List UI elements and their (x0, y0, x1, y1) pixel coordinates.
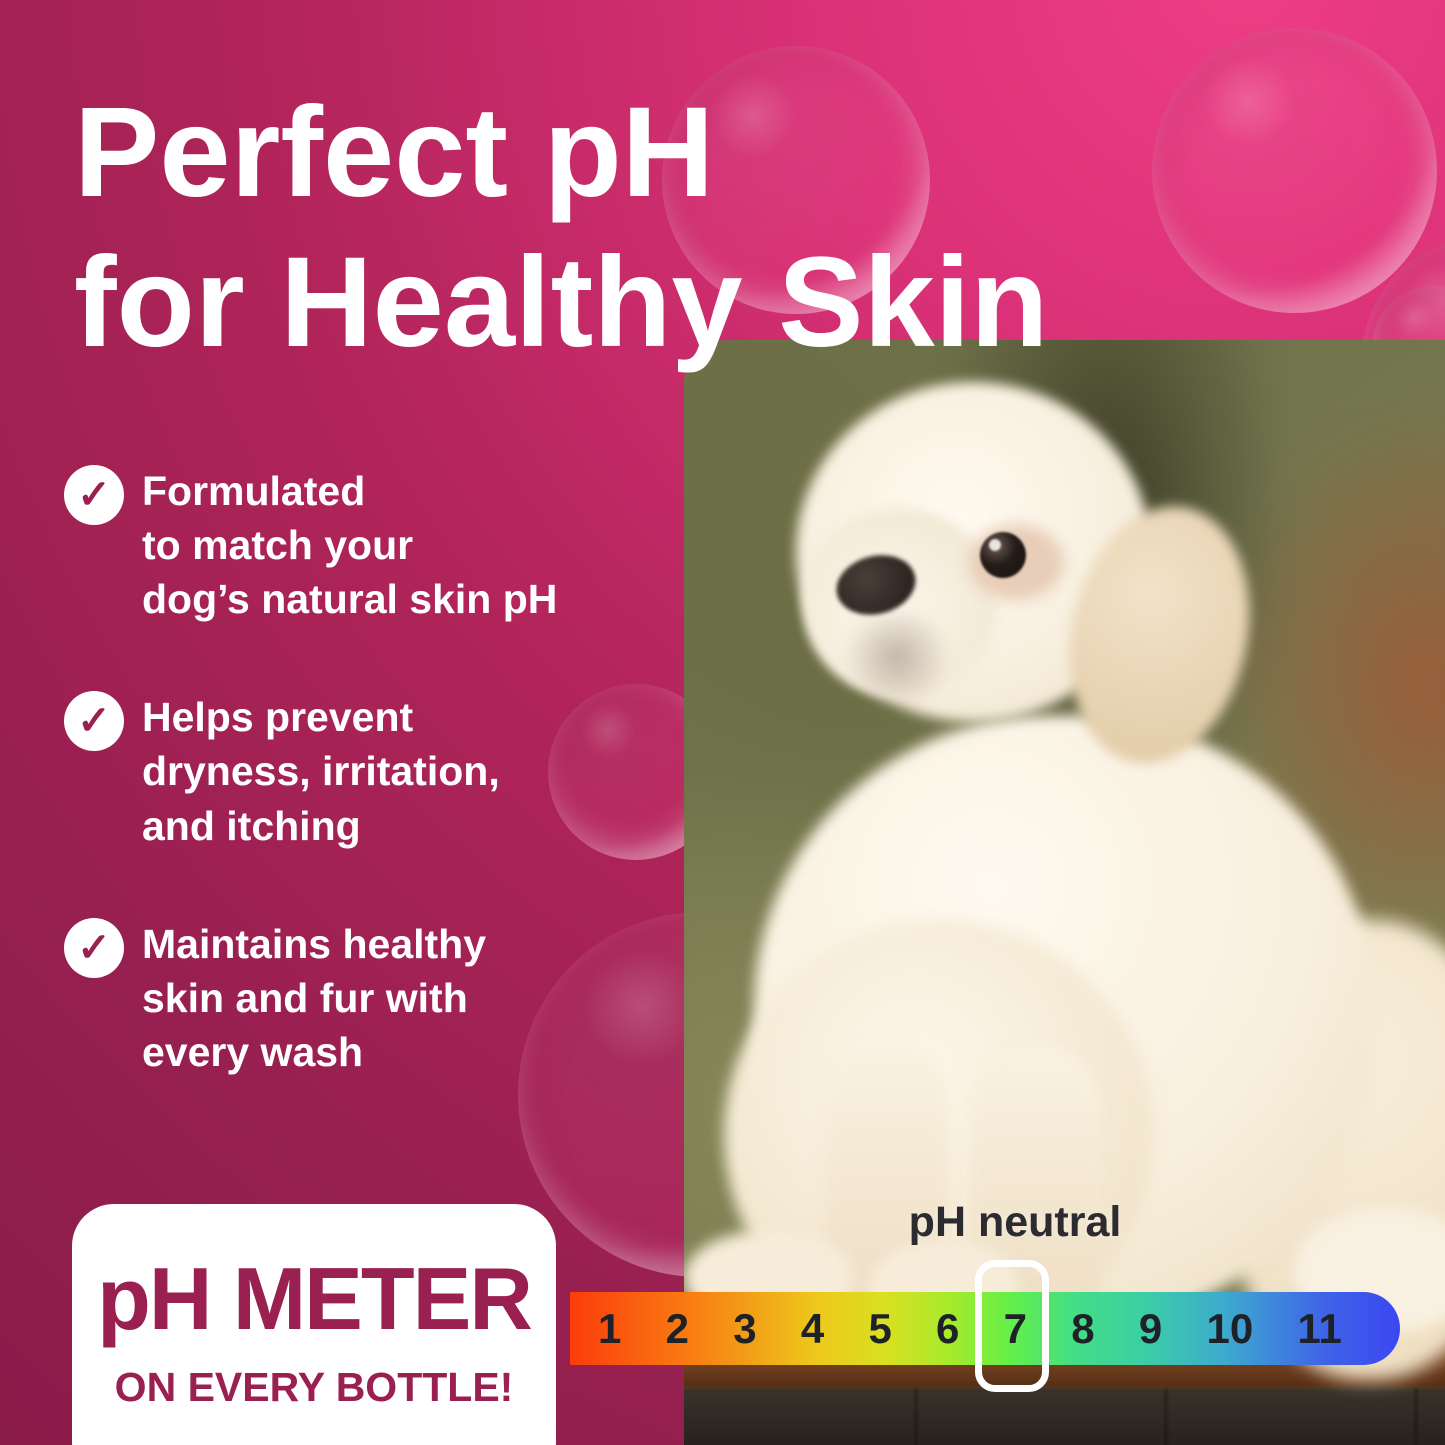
benefit-item: ✓ Maintains healthy skin and fur with ev… (64, 915, 644, 1079)
benefit-text: Maintains healthy skin and fur with ever… (142, 920, 487, 1075)
check-icon: ✓ (64, 691, 124, 752)
check-icon: ✓ (64, 917, 124, 978)
puppy-eye (980, 532, 1026, 578)
benefit-item: ✓ Formulated to match your dog’s natural… (64, 462, 644, 626)
ph-scale-number: 1 (598, 1304, 622, 1352)
benefit-text: Formulated to match your dog’s natural s… (142, 468, 558, 623)
ph-scale-number: 7 (1003, 1304, 1028, 1352)
ph-neutral-highlight-box (975, 1260, 1049, 1392)
ph-scale-number: 11 (1297, 1304, 1342, 1352)
puppy-photo (684, 340, 1445, 1445)
ph-scale-number: 3 (733, 1304, 757, 1352)
title-line-2: for Healthy Skin (74, 230, 1049, 374)
ph-scale-number: 6 (936, 1304, 960, 1352)
title-line-1: Perfect pH (74, 81, 715, 224)
ph-scale-bar: 1 2 3 4 5 6 7 8 9 10 11 (570, 1292, 1400, 1365)
benefit-item: ✓ Helps prevent dryness, irritation, and… (64, 688, 644, 852)
ph-neutral-label: pH neutral (908, 1198, 1122, 1246)
benefit-list: ✓ Formulated to match your dog’s natural… (64, 462, 644, 1141)
bubble-icon (662, 46, 930, 314)
ph-scale-number: 4 (800, 1304, 825, 1352)
puppy-mouth-shading (842, 612, 952, 702)
badge-subtitle: ON EVERY BOTTLE! (114, 1364, 514, 1410)
ph-scale-number: 9 (1138, 1304, 1163, 1352)
check-icon: ✓ (64, 465, 124, 525)
benefit-text: Helps prevent dryness, irritation, and i… (142, 694, 500, 849)
ph-meter-badge: pH METER ON EVERY BOTTLE! (72, 1204, 556, 1445)
ph-scale-number: 10 (1206, 1304, 1254, 1352)
ph-scale-number: 2 (665, 1304, 689, 1352)
badge-title: pH METER (97, 1249, 533, 1348)
wooden-table-front (684, 1388, 1445, 1445)
bubble-icon (1152, 28, 1437, 313)
ph-scale-number: 8 (1071, 1304, 1095, 1352)
ph-scale-number: 5 (868, 1304, 892, 1352)
page-title: Perfect pH for Healthy Skin (74, 78, 1048, 378)
